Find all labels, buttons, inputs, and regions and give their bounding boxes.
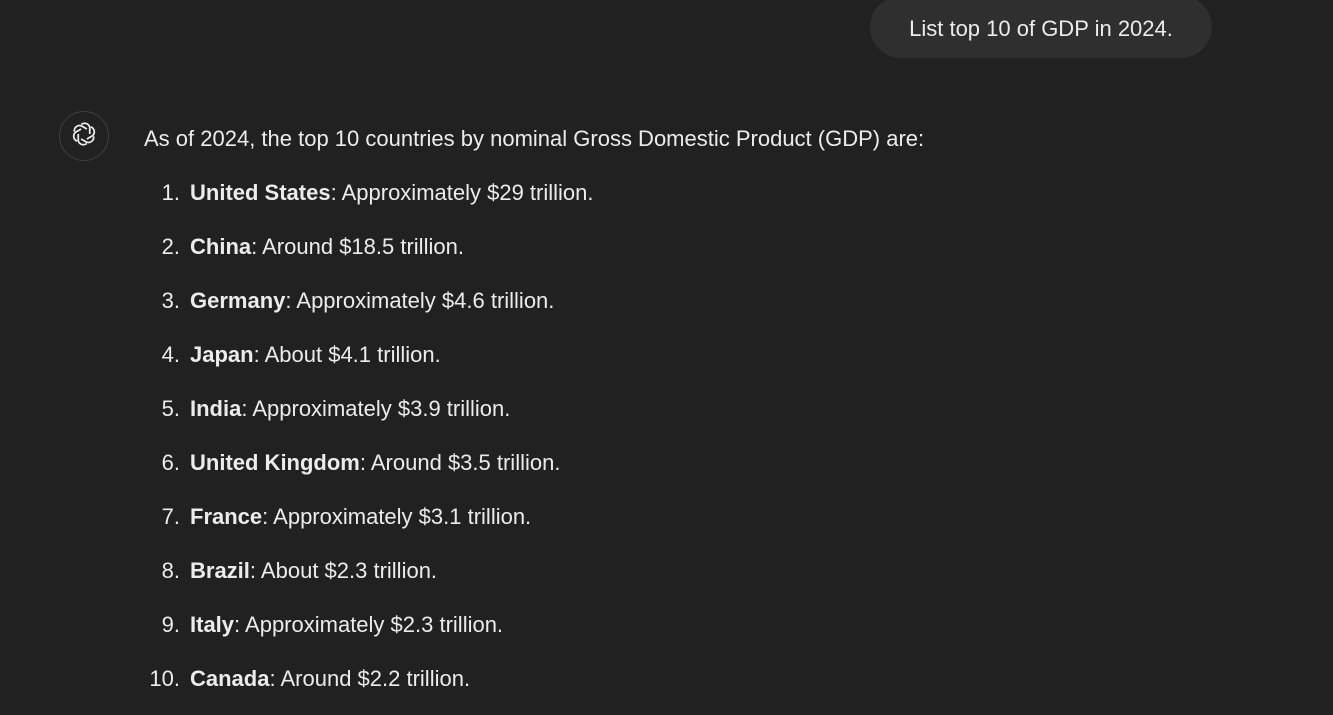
list-item: 8. Brazil: About $2.3 trillion. [142, 556, 437, 586]
gdp-detail: : Approximately $3.1 trillion. [262, 504, 532, 529]
list-item: 3. Germany: Approximately $4.6 trillion. [142, 286, 555, 316]
gdp-detail: : About $4.1 trillion. [253, 342, 441, 367]
gdp-detail: : Approximately $4.6 trillion. [285, 288, 555, 313]
assistant-reply: As of 2024, the top 10 countries by nomi… [144, 124, 1244, 691]
user-message-bubble: List top 10 of GDP in 2024. [870, 0, 1212, 58]
country-name: Germany [190, 288, 286, 313]
list-number: 5. [161, 396, 180, 421]
country-name: Brazil [190, 558, 250, 583]
list-item: 2. China: Around $18.5 trillion. [142, 232, 464, 262]
gdp-detail: : Approximately $2.3 trillion. [234, 612, 504, 637]
assistant-avatar [59, 111, 109, 161]
gdp-detail: : Approximately $3.9 trillion. [241, 396, 511, 421]
list-number: 3. [161, 288, 180, 313]
list-number: 4. [161, 342, 180, 367]
openai-logo-icon [69, 119, 99, 154]
list-number: 8. [161, 558, 180, 583]
list-number: 9. [161, 612, 180, 637]
gdp-detail: : Around $3.5 trillion. [359, 450, 561, 475]
gdp-detail: : About $2.3 trillion. [249, 558, 438, 583]
list-item: 9. Italy: Approximately $2.3 trillion. [142, 610, 503, 640]
user-message-text: List top 10 of GDP in 2024. [909, 16, 1173, 41]
list-number: 6. [161, 450, 180, 475]
country-name: China [190, 234, 252, 259]
list-item: 6. United Kingdom: Around $3.5 trillion. [142, 448, 561, 478]
gdp-detail: : Around $18.5 trillion. [251, 234, 464, 259]
gdp-detail: : Approximately $29 trillion. [330, 180, 594, 205]
list-item: 5. India: Approximately $3.9 trillion. [142, 394, 511, 424]
list-number: 7. [161, 504, 180, 529]
country-name: Japan [190, 342, 254, 367]
list-item: 7. France: Approximately $3.1 trillion. [142, 502, 532, 532]
reply-intro: As of 2024, the top 10 countries by nomi… [144, 126, 925, 151]
country-name: United Kingdom [190, 450, 360, 475]
list-number: 1. [161, 180, 180, 205]
gdp-detail: : Around $2.2 trillion. [269, 666, 471, 691]
list-number: 2. [161, 234, 180, 259]
list-item: 10. Canada: Around $2.2 trillion. [142, 664, 470, 694]
list-item: 4. Japan: About $4.1 trillion. [142, 340, 441, 370]
country-name: United States [190, 180, 331, 205]
country-name: Italy [190, 612, 235, 637]
country-name: India [190, 396, 242, 421]
country-name: France [190, 504, 263, 529]
list-number: 10. [149, 666, 180, 691]
list-item: 1. United States: Approximately $29 trill… [142, 178, 594, 208]
country-name: Canada [190, 666, 270, 691]
